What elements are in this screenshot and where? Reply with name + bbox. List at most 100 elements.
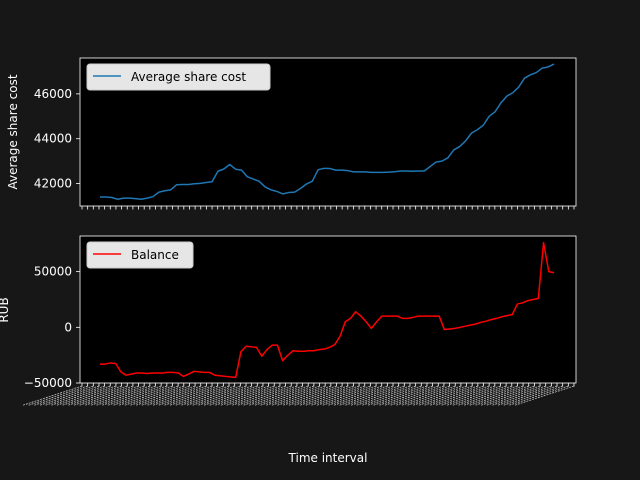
bottom-x-tick-label <box>237 385 298 406</box>
bottom-x-tick-label <box>514 385 575 406</box>
bottom-x-tick-label <box>147 385 207 406</box>
bottom-x-tick-label <box>316 385 377 406</box>
bottom-x-tick-label <box>328 385 388 406</box>
bottom-x-tick-label <box>260 385 320 406</box>
bottom-x-tick-label <box>203 385 264 406</box>
top-series-line <box>100 63 555 201</box>
top-panel: 42000 44000 46000 Average share cost Avera… <box>6 57 577 210</box>
bottom-x-tick-label <box>124 385 184 406</box>
top-y-tick-label: 44000 <box>34 132 72 146</box>
bottom-legend: Balance <box>86 241 194 269</box>
top-legend-box <box>86 63 271 91</box>
bottom-x-tick-labels <box>22 385 575 406</box>
bottom-legend-box <box>86 241 194 269</box>
bottom-x-tick-label <box>215 385 275 406</box>
bottom-x-tick-label <box>322 385 382 406</box>
bottom-x-tick-label <box>509 385 569 406</box>
bottom-x-tick-label <box>192 385 252 406</box>
top-x-ticks <box>81 206 575 210</box>
bottom-x-tick-label <box>401 385 462 406</box>
bottom-y-tick-label: 0 <box>64 320 72 334</box>
bottom-x-ticks <box>81 383 575 387</box>
bottom-y-tick-label: −50000 <box>24 376 72 390</box>
bottom-x-tick-label <box>492 385 552 406</box>
bottom-x-tick-label <box>288 385 348 406</box>
bottom-x-tick-label <box>300 385 360 406</box>
bottom-x-tick-label <box>294 385 354 406</box>
bottom-x-tick-label <box>39 385 100 406</box>
bottom-x-tick-label <box>430 385 490 406</box>
bottom-x-tick-label <box>345 385 405 406</box>
bottom-x-tick-label <box>119 385 179 406</box>
bottom-x-tick-label <box>367 385 428 406</box>
bottom-x-tick-label <box>22 385 83 406</box>
bottom-x-tick-label <box>339 385 399 406</box>
bottom-x-tick-label <box>45 385 105 406</box>
bottom-x-tick-label <box>68 385 128 406</box>
bottom-x-tick-label <box>96 385 156 406</box>
bottom-x-tick-label <box>62 385 122 406</box>
bottom-x-tick-label <box>441 385 501 406</box>
bottom-x-tick-label <box>169 385 230 406</box>
bottom-x-tick-label <box>254 385 314 406</box>
bottom-series-line <box>100 241 555 379</box>
bottom-series-group <box>100 241 555 379</box>
bottom-x-tick-label <box>333 385 394 406</box>
bottom-x-tick-label <box>350 385 411 406</box>
bottom-x-tick-label <box>413 385 473 406</box>
bottom-x-tick-label <box>249 385 309 406</box>
bottom-x-tick-label <box>73 385 134 406</box>
bottom-x-tick-label <box>186 385 247 406</box>
bottom-x-tick-label <box>85 385 145 406</box>
bottom-x-tick-label <box>458 385 518 406</box>
bottom-x-tick-label <box>379 385 439 406</box>
bottom-y-ticks: −50000 0 50000 <box>24 265 80 390</box>
bottom-x-tick-label <box>277 385 337 406</box>
bottom-x-tick-label <box>102 385 162 406</box>
bottom-x-tick-label <box>469 385 529 406</box>
bottom-x-tick-label <box>497 385 558 406</box>
bottom-x-tick-label <box>452 385 512 406</box>
bottom-x-tick-label <box>164 385 224 406</box>
bottom-x-tick-label <box>181 385 241 406</box>
bottom-x-tick-label <box>480 385 541 406</box>
bottom-x-tick-label <box>243 385 303 406</box>
bottom-x-tick-label <box>311 385 371 406</box>
bottom-x-tick-label <box>384 385 445 406</box>
bottom-x-tick-label <box>407 385 467 406</box>
bottom-x-tick-label <box>447 385 507 406</box>
bottom-x-tick-label <box>136 385 196 406</box>
bottom-x-tick-label <box>141 385 201 406</box>
bottom-x-tick-label <box>475 385 535 406</box>
bottom-x-tick-label <box>305 385 365 406</box>
bottom-x-tick-label <box>464 385 524 406</box>
top-y-axis-label: Average share cost <box>6 74 20 189</box>
bottom-legend-label: Balance <box>131 248 179 262</box>
bottom-x-tick-label <box>130 385 190 406</box>
bottom-x-tick-label <box>56 385 117 406</box>
bottom-x-tick-label <box>435 385 495 406</box>
bottom-x-tick-label <box>90 385 150 406</box>
bottom-x-tick-label <box>283 385 343 406</box>
bottom-x-tick-label <box>152 385 213 406</box>
top-y-tick-label: 42000 <box>34 177 72 191</box>
bottom-y-axis-label: RUB <box>0 297 11 322</box>
top-series-group <box>100 63 555 201</box>
bottom-x-tick-label <box>34 385 94 406</box>
bottom-x-tick-label <box>226 385 286 406</box>
bottom-x-tick-label <box>396 385 456 406</box>
bottom-x-tick-label <box>51 385 111 406</box>
bottom-x-tick-label <box>28 385 88 406</box>
bottom-x-tick-label <box>356 385 416 406</box>
bottom-x-tick-label <box>418 385 478 406</box>
bottom-x-tick-label <box>113 385 173 406</box>
bottom-x-tick-label <box>198 385 258 406</box>
bottom-x-tick-label <box>107 385 167 406</box>
bottom-x-axis-label: Time interval <box>288 451 368 465</box>
top-y-ticks: 42000 44000 46000 <box>34 87 80 191</box>
bottom-x-tick-label <box>362 385 422 406</box>
bottom-x-tick-label <box>271 385 331 406</box>
bottom-x-tick-label <box>266 385 326 406</box>
bottom-x-tick-label <box>232 385 292 406</box>
bottom-x-tick-label <box>373 385 433 406</box>
